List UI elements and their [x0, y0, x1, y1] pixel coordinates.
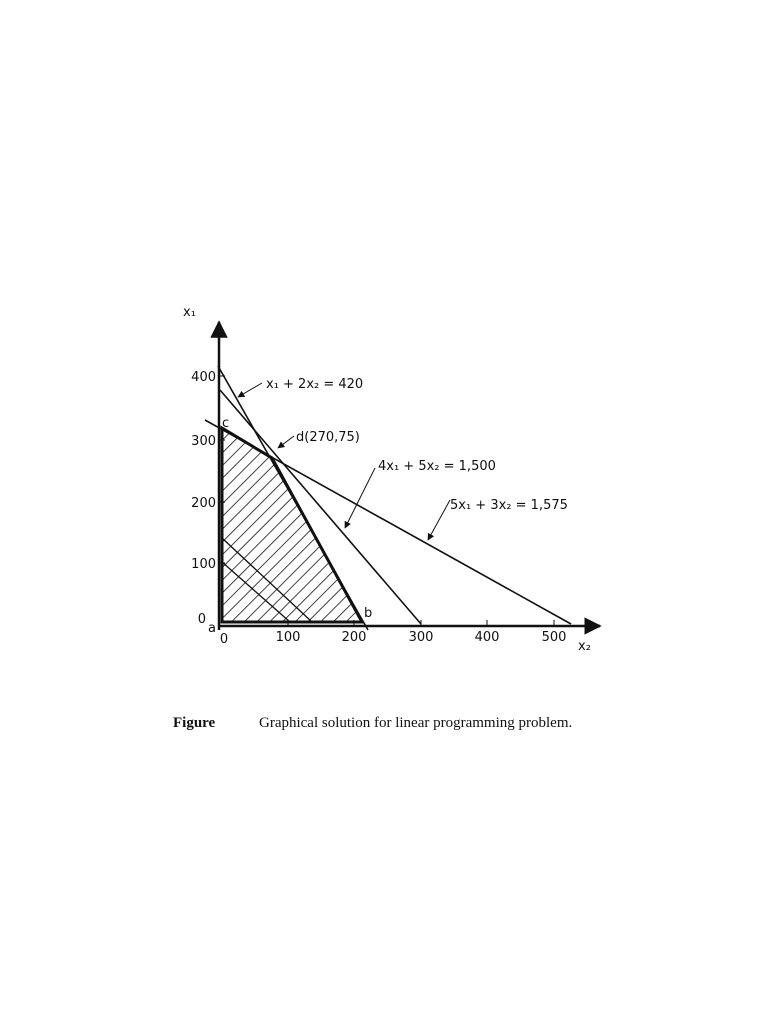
line-label: 4x₁ + 5x₂ = 1,500 [378, 459, 496, 474]
leader [277, 435, 295, 449]
constraint-line [204, 419, 572, 625]
y-tick-label: 0 [198, 612, 206, 627]
point-label: d(270,75) [296, 430, 360, 445]
objective-line [221, 561, 291, 623]
feasible-region [222, 428, 362, 622]
y-tick-label: 400 [191, 370, 216, 385]
leader [427, 499, 451, 541]
caption-label: Figure [173, 715, 216, 731]
x-tick-label: 0 [220, 632, 228, 647]
constraint-line [219, 389, 422, 625]
line-label: 5x₁ + 3x₂ = 1,575 [450, 498, 568, 513]
line-label: x₁ + 2x₂ = 420 [266, 377, 363, 392]
x-tick-label: 200 [342, 630, 367, 645]
point-label: b [364, 606, 372, 621]
ticks [219, 375, 555, 626]
leader [237, 382, 263, 398]
x-tick-label: 500 [542, 630, 567, 645]
leader [344, 467, 376, 529]
x-tick-label: 400 [475, 630, 500, 645]
x-axis-label: x₂ [578, 639, 591, 654]
point-label: c [222, 416, 229, 431]
caption-text: Graphical solution for linear programmin… [259, 715, 572, 731]
x-tick-label: 300 [409, 630, 434, 645]
x-tick-label: 100 [276, 630, 301, 645]
point-label: a [208, 621, 216, 636]
y-tick-label: 300 [191, 434, 216, 449]
y-axis-label: x₁ [183, 305, 196, 320]
objective-line [221, 537, 313, 623]
constraint-line [217, 365, 369, 631]
y-tick-label: 100 [191, 557, 216, 572]
y-tick-label: 200 [191, 496, 216, 511]
